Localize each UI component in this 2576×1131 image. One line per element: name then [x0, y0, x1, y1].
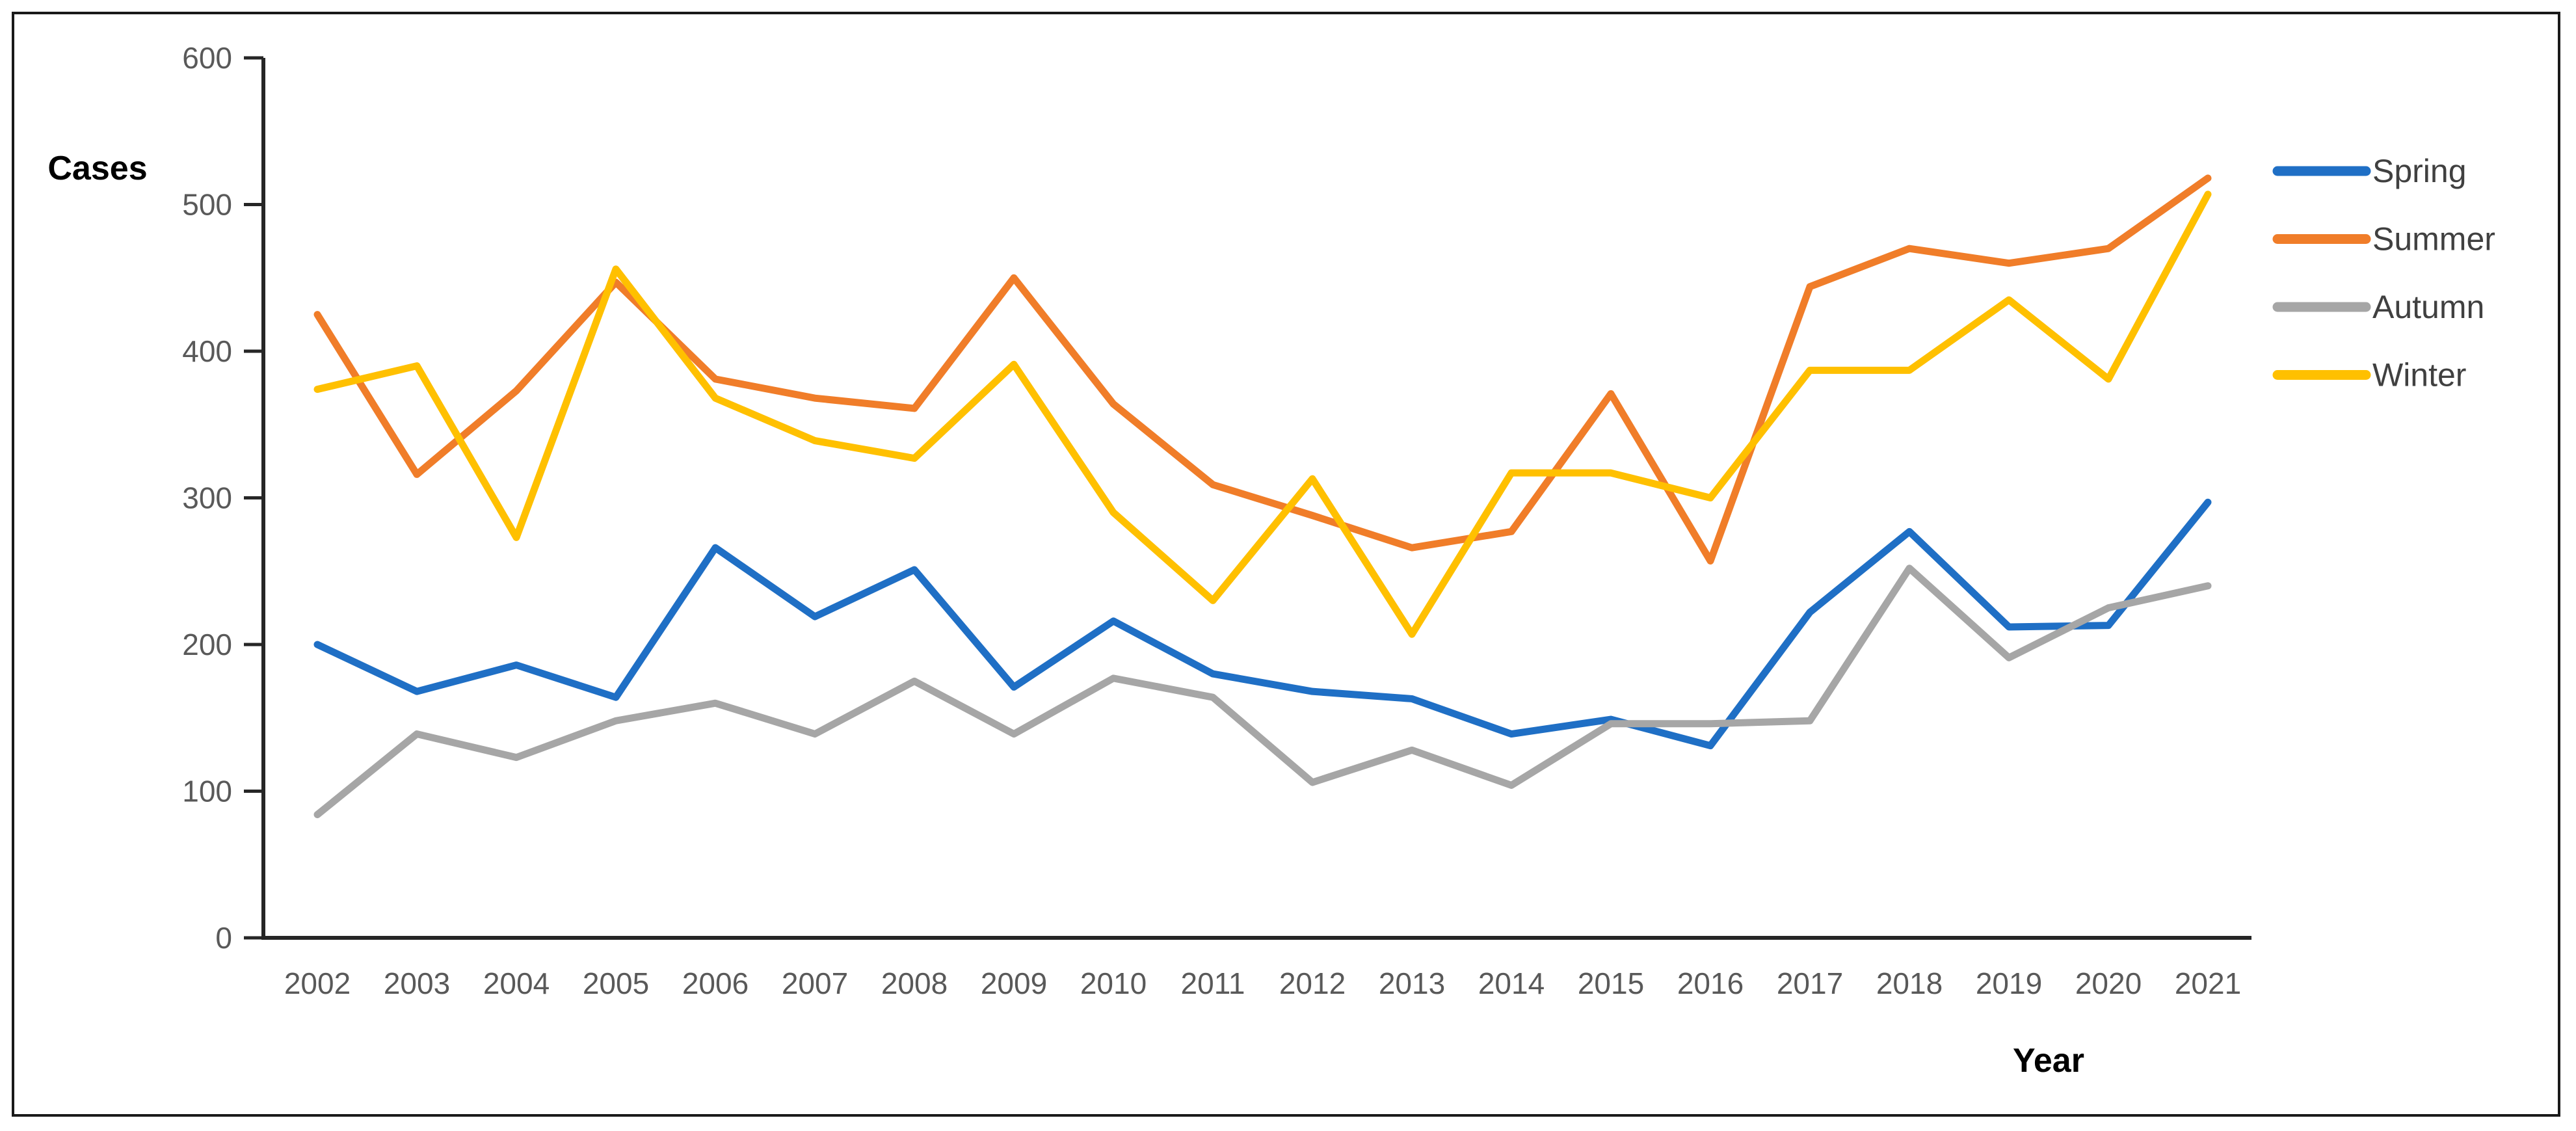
x-tick-label: 2012	[1279, 966, 1346, 1000]
x-axis-title: Year	[2013, 1042, 2084, 1080]
y-tick-label: 400	[182, 334, 232, 368]
series-lines	[313, 174, 2212, 819]
x-tick-label: 2021	[2175, 966, 2241, 1000]
chart-legend: Spring Summer Autumn Winter	[2272, 153, 2495, 393]
x-tick-label: 2020	[2075, 966, 2142, 1000]
x-tick-label: 2003	[384, 966, 450, 1000]
y-tick-label: 100	[182, 775, 232, 808]
y-axis-title: Cases	[47, 150, 147, 187]
x-tick-label: 2008	[881, 966, 948, 1000]
x-tick-label: 2004	[483, 966, 550, 1000]
x-tick-label: 2018	[1876, 966, 1943, 1000]
x-tick-label: 2005	[583, 966, 649, 1000]
x-tick-label: 2009	[981, 966, 1047, 1000]
chart-frame-border	[12, 12, 2560, 1117]
x-tick-label: 2014	[1478, 966, 1545, 1000]
x-tick-label: 2006	[682, 966, 749, 1000]
x-tick-label: 2007	[782, 966, 848, 1000]
x-tick-label: 2017	[1777, 966, 1843, 1000]
x-tick-label: 2016	[1677, 966, 1744, 1000]
x-tick-label: 2011	[1181, 966, 1245, 1000]
legend-label-winter: Winter	[2372, 357, 2466, 393]
axes	[244, 56, 2251, 940]
series-line-summer	[313, 174, 2212, 565]
x-tick-label: 2002	[284, 966, 351, 1000]
y-tick-label: 0	[215, 921, 232, 955]
legend-label-summer: Summer	[2372, 221, 2495, 258]
legend-label-spring: Spring	[2372, 153, 2467, 189]
y-tick-label: 300	[182, 481, 232, 515]
y-tick-labels: 0 100 200 300 400 500 600	[182, 41, 232, 955]
legend-label-autumn: Autumn	[2372, 289, 2484, 325]
x-tick-label: 2010	[1080, 966, 1147, 1000]
series-line-winter	[313, 191, 2212, 638]
series-line-autumn	[313, 565, 2212, 819]
y-tick-label: 200	[182, 628, 232, 661]
y-tick-label: 600	[182, 41, 232, 75]
y-tick-label: 500	[182, 188, 232, 222]
x-tick-label: 2013	[1379, 966, 1445, 1000]
x-tick-labels: 2002 2003 2004 2005 2006 2007 2008 2009 2010 2011…	[284, 966, 2241, 1000]
x-tick-label: 2019	[1976, 966, 2042, 1000]
series-line-spring	[313, 498, 2212, 750]
x-tick-label: 2015	[1578, 966, 1644, 1000]
